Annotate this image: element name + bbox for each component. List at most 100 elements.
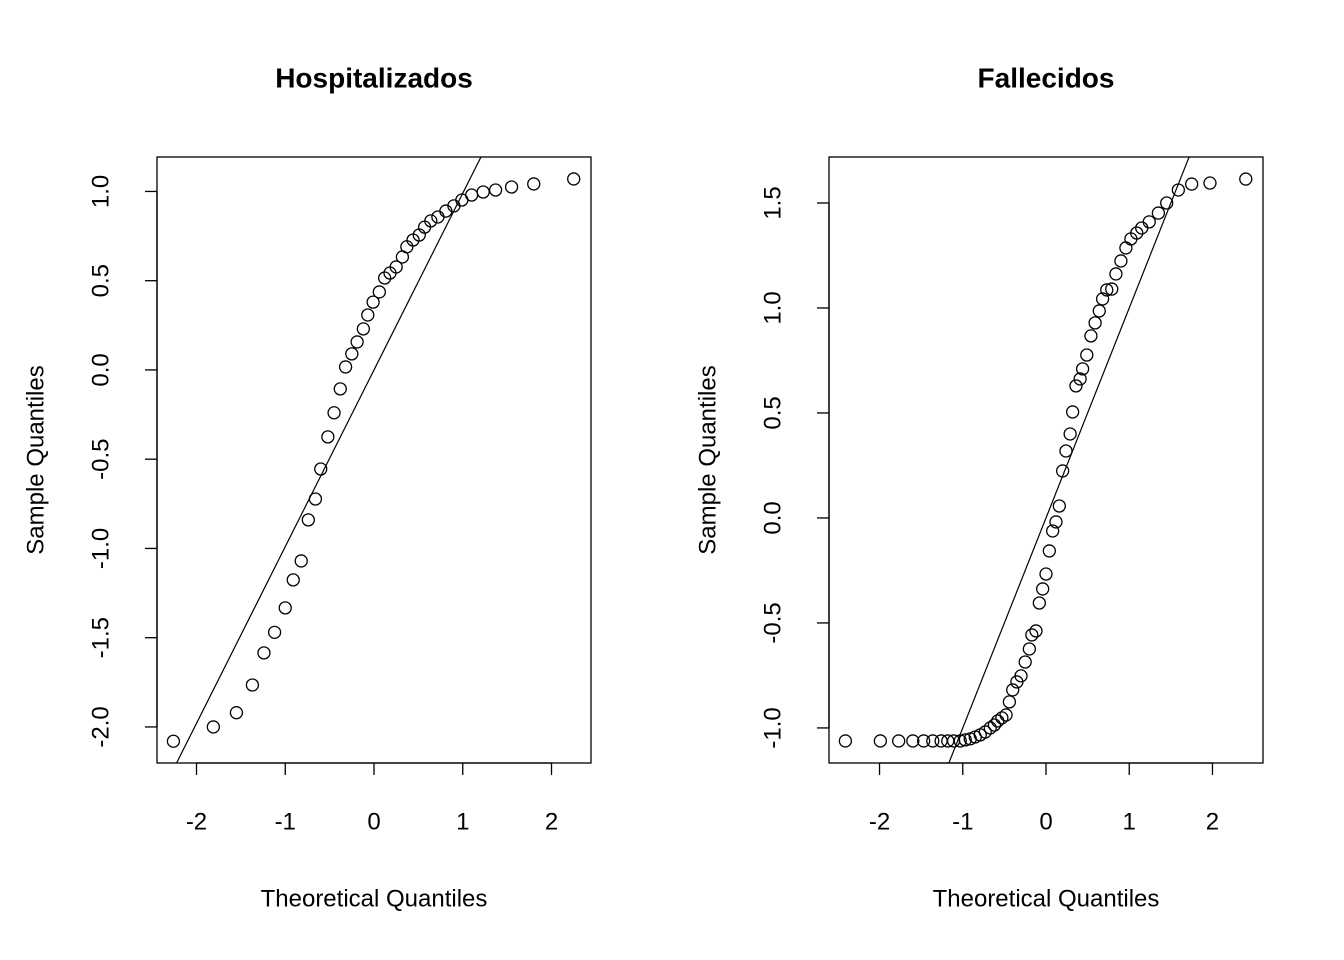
y-tick-label: 0.0 [759, 501, 786, 534]
point [1084, 329, 1098, 343]
y-tick-label: 0.5 [87, 264, 114, 297]
point [1006, 683, 1020, 697]
point [1039, 567, 1053, 581]
point [1002, 695, 1017, 709]
y-tick-label: 0.0 [87, 353, 114, 386]
point [906, 734, 920, 748]
point [431, 210, 445, 224]
x-tick-label: 2 [1206, 808, 1219, 835]
point [1052, 499, 1066, 513]
point [1114, 254, 1128, 268]
point [476, 185, 490, 199]
point [286, 573, 300, 587]
point [327, 406, 341, 420]
point [314, 462, 328, 476]
qq-line [948, 157, 1190, 763]
qq-line [175, 157, 482, 763]
point [926, 734, 940, 748]
point [1029, 624, 1043, 638]
point [301, 513, 315, 527]
point [1014, 669, 1028, 683]
point [1203, 176, 1217, 190]
y-tick-label: -0.5 [87, 439, 114, 480]
point [1022, 642, 1037, 656]
point [1075, 362, 1090, 376]
point [1105, 282, 1119, 296]
point [267, 625, 282, 639]
x-tick-label: 1 [1123, 808, 1136, 835]
x-axis-label: Theoretical Quantiles [261, 885, 488, 912]
x-axis-label: Theoretical Quantiles [933, 885, 1160, 912]
point [995, 711, 1009, 725]
x-tick-label: -2 [186, 808, 207, 835]
point [278, 601, 292, 615]
point [389, 260, 403, 274]
point [229, 706, 244, 720]
x-tick-label: 0 [367, 808, 380, 835]
y-axis-label: Sample Quantiles [22, 365, 49, 554]
point [1032, 596, 1046, 610]
point [366, 295, 380, 309]
y-tick-label: -2.0 [87, 706, 114, 747]
point [916, 734, 931, 748]
point [1080, 348, 1094, 362]
point [1142, 215, 1156, 229]
point [424, 214, 438, 228]
point [372, 285, 386, 299]
point [338, 360, 353, 374]
point [464, 188, 479, 202]
point [1109, 267, 1123, 281]
point [1069, 379, 1083, 393]
point [345, 347, 359, 361]
point [1130, 226, 1144, 240]
chart-title: Fallecidos [978, 62, 1115, 93]
point [1185, 177, 1199, 191]
point [321, 430, 335, 444]
point [958, 733, 972, 747]
point [206, 720, 221, 734]
point [892, 734, 906, 748]
point [356, 322, 370, 336]
point [1036, 582, 1050, 596]
point [488, 183, 503, 197]
point [166, 734, 181, 748]
x-tick-label: -2 [869, 808, 890, 835]
point [400, 240, 414, 254]
point [350, 335, 364, 349]
point [333, 382, 347, 396]
y-tick-label: -1.0 [759, 707, 786, 748]
x-tick-label: 0 [1039, 808, 1052, 835]
point [1059, 444, 1073, 458]
point [1092, 304, 1106, 318]
point [983, 721, 997, 735]
point [1151, 206, 1166, 220]
x-tick-label: -1 [275, 808, 296, 835]
y-tick-label: -1.0 [87, 528, 114, 569]
point [361, 308, 375, 322]
point [1046, 524, 1060, 538]
point [257, 646, 271, 660]
point [1049, 515, 1063, 529]
point [987, 718, 1002, 732]
x-tick-label: 2 [545, 808, 558, 835]
point [1063, 427, 1077, 441]
y-tick-label: -0.5 [759, 602, 786, 643]
point [873, 734, 888, 748]
point [294, 554, 308, 568]
point [1160, 196, 1174, 210]
point [1095, 292, 1110, 306]
y-tick-label: -1.5 [87, 617, 114, 658]
point [838, 734, 853, 748]
point [567, 172, 581, 186]
x-tick-label: 1 [456, 808, 469, 835]
point [999, 708, 1013, 722]
y-tick-label: 1.0 [759, 291, 786, 324]
y-tick-label: 1.5 [759, 186, 786, 219]
x-tick-label: -1 [952, 808, 973, 835]
point [1135, 221, 1149, 235]
y-tick-label: 0.5 [759, 396, 786, 429]
point [1065, 405, 1080, 419]
point [1239, 172, 1253, 186]
point [1073, 372, 1087, 386]
